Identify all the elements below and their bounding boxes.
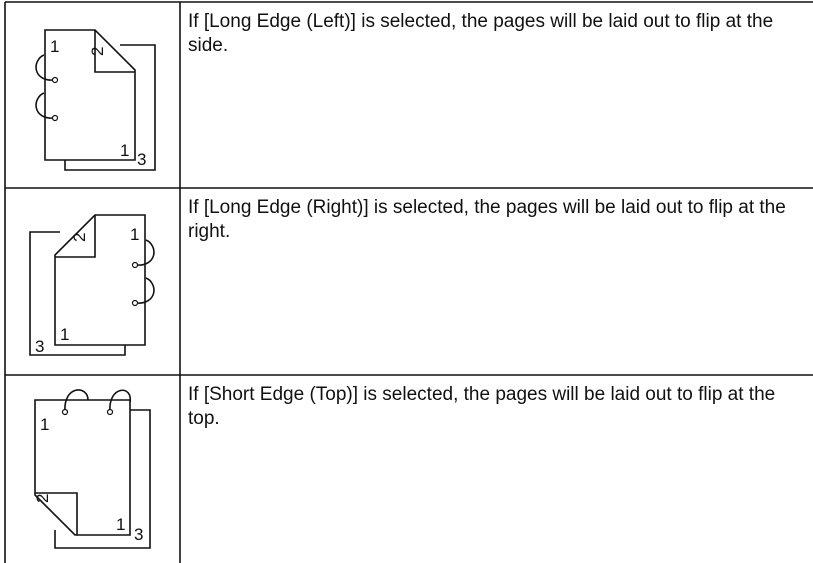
icon-label: 3 — [35, 337, 44, 356]
icon-label: 2 — [70, 233, 89, 242]
icon-label: 2 — [88, 47, 107, 56]
icon-short-edge-top: 1 2 1 3 — [33, 389, 151, 549]
icon-label: 1 — [60, 325, 69, 344]
icon-label: 1 — [120, 141, 129, 160]
row-text: If [Long Edge (Left)] is selected, the p… — [188, 11, 774, 56]
row-text: If [Short Edge (Top)] is selected, the p… — [188, 384, 776, 429]
icon-label: 1 — [50, 37, 59, 56]
table-grid — [4, 1, 813, 563]
icon-long-edge-left: 1 2 1 3 — [35, 29, 156, 171]
icon-label: 1 — [40, 415, 49, 434]
icon-label: 2 — [33, 494, 52, 503]
icon-label: 3 — [134, 525, 143, 544]
icon-label: 1 — [116, 515, 125, 534]
icon-label: 1 — [130, 225, 139, 244]
icon-label: 3 — [137, 150, 146, 169]
row-text: If [Long Edge (Right)] is selected, the … — [188, 197, 786, 242]
icon-long-edge-right: 1 2 3 1 — [29, 214, 155, 356]
